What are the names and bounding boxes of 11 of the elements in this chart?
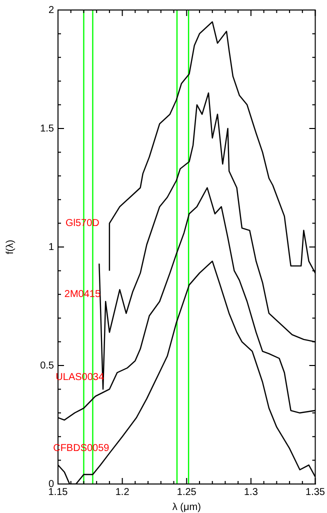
y-tick-label: 1 [48,242,54,253]
y-tick-label: 2 [48,4,54,16]
y-tick-label: 1.5 [40,123,54,134]
x-tick-label: 1.25 [176,486,197,498]
x-axis-title: λ (μm) [172,502,201,513]
x-tick-label: 1.35 [306,486,326,498]
y-tick-label: 0.5 [40,360,54,372]
x-tick-label: 1.15 [48,486,68,498]
x-tick-label: 1.2 [115,486,130,498]
x-tick-label: 1.3 [244,486,258,498]
y-axis-title: f(λ) [4,240,16,254]
